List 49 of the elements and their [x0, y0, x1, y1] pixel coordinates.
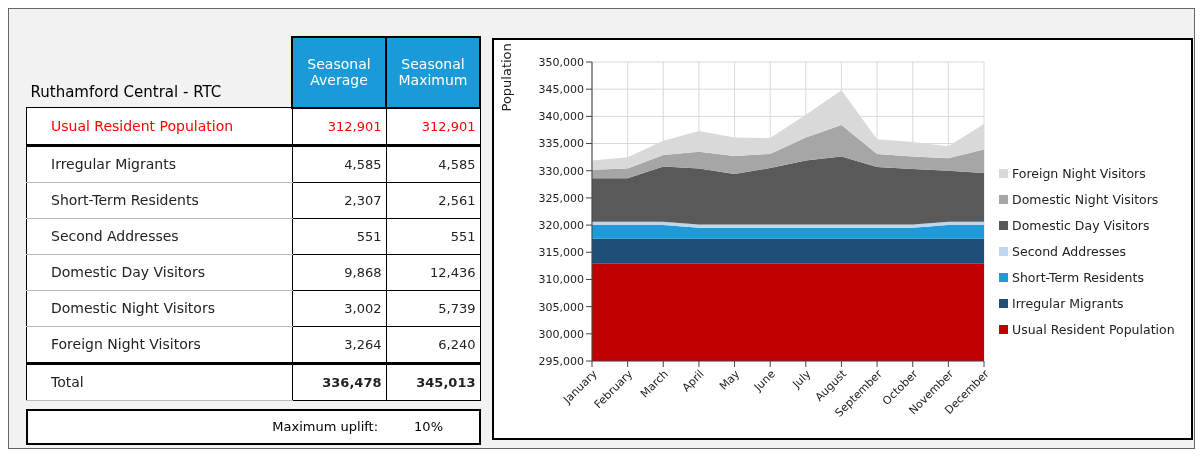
- category-label: Usual Resident Population: [26, 107, 292, 145]
- category-label: Foreign Night Visitors: [26, 326, 292, 363]
- data-label: 3,002: [292, 290, 386, 326]
- data-label: 2,307: [292, 182, 386, 218]
- data-label: 9,868: [292, 254, 386, 290]
- legend-label: Domestic Night Visitors: [1012, 191, 1159, 207]
- y-tick-label: 330,000: [538, 164, 584, 178]
- text: Seasonal Maximum: [386, 37, 480, 108]
- category-label: Domestic Night Visitors: [26, 290, 292, 326]
- y-tick-label: 350,000: [538, 55, 584, 69]
- data-label: 551: [386, 218, 480, 254]
- data-label: 5,739: [386, 290, 480, 326]
- legend-label: Domestic Day Visitors: [1012, 217, 1150, 233]
- data-label: 3,264: [292, 326, 386, 363]
- data-label: 312,901: [292, 107, 386, 145]
- y-axis-title: Population: [498, 43, 514, 112]
- legend-label: Irregular Migrants: [1012, 295, 1124, 311]
- category-label: Total: [26, 363, 292, 400]
- category-label: Irregular Migrants: [26, 145, 292, 182]
- y-tick-label: 315,000: [538, 246, 584, 260]
- y-tick-label: 310,000: [538, 273, 584, 287]
- text: 10%: [414, 419, 443, 434]
- legend-label: Usual Resident Population: [1012, 321, 1175, 337]
- y-tick-label: 320,000: [538, 219, 584, 232]
- legend-label: Foreign Night Visitors: [1012, 165, 1146, 181]
- y-tick-label: 345,000: [538, 83, 584, 97]
- category-label: Domestic Day Visitors: [26, 254, 292, 290]
- data-label: 6,240: [386, 326, 480, 363]
- data-label: 336,478: [292, 363, 386, 400]
- y-tick-label: 295,000: [538, 354, 584, 368]
- data-label: 2,561: [386, 182, 480, 218]
- y-tick-label: 340,000: [538, 110, 584, 124]
- series-label: Seasonal Average: [292, 37, 386, 108]
- text: Maximum uplift:: [272, 419, 379, 434]
- data-label: 12,436: [386, 254, 480, 290]
- y-tick-label: 335,000: [538, 137, 584, 151]
- data-label: 312,901: [386, 107, 480, 145]
- text: Ruthamford Central - RTC: [29, 82, 223, 103]
- y-tick-label: 325,000: [538, 191, 584, 205]
- data-label: 345,013: [386, 363, 480, 400]
- y-tick-label: 300,000: [538, 327, 584, 341]
- data-label: 4,585: [386, 145, 480, 182]
- data-label: 4,585: [292, 145, 386, 182]
- category-label: Short-Term Residents: [26, 182, 292, 218]
- legend-label: Short-Term Residents: [1012, 269, 1144, 285]
- y-tick-label: 305,000: [538, 300, 584, 314]
- data-label: 551: [292, 218, 386, 254]
- legend-label: Second Addresses: [1012, 243, 1126, 259]
- category-label: Second Addresses: [26, 218, 292, 254]
